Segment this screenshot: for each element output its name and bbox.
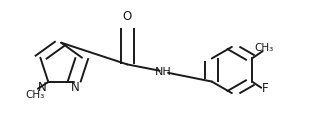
Text: O: O: [123, 10, 132, 23]
Text: N: N: [71, 81, 80, 94]
Text: NH: NH: [155, 67, 171, 77]
Text: CH₃: CH₃: [26, 90, 45, 100]
Text: CH₃: CH₃: [255, 43, 274, 53]
Text: N: N: [38, 81, 47, 94]
Text: F: F: [262, 82, 269, 95]
